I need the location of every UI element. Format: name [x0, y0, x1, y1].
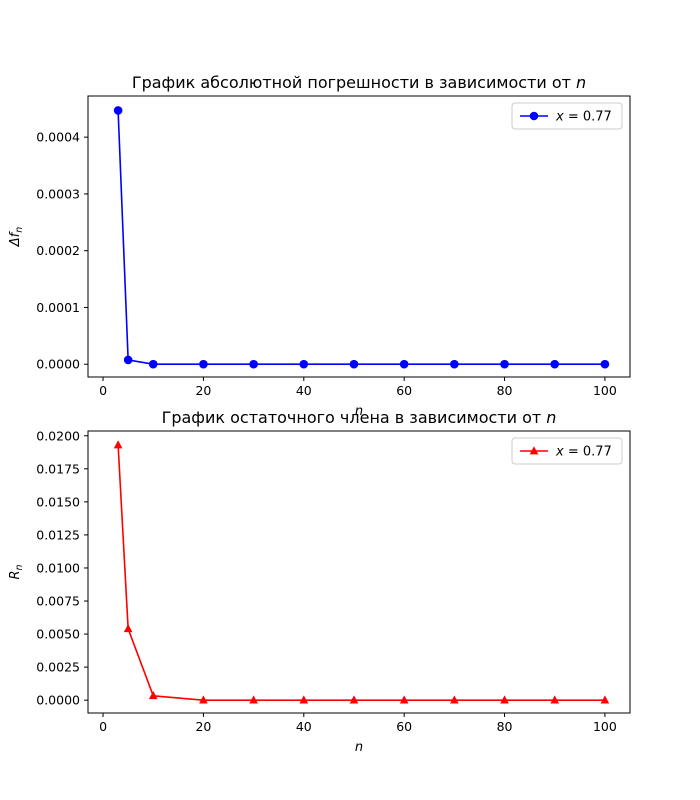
- x-tick-label: 100: [593, 719, 617, 734]
- chart-title: График абсолютной погрешности в зависимо…: [132, 73, 586, 92]
- plot-frame: [87, 95, 631, 378]
- y-tick-label: 0.0002: [36, 243, 80, 258]
- chart-1: График абсолютной погрешности в зависимо…: [8, 73, 631, 419]
- legend-label: x = 0.77: [555, 445, 612, 460]
- legend-box: [511, 437, 623, 465]
- x-axis-label: n: [355, 404, 363, 419]
- data-point: [113, 440, 123, 449]
- legend: x = 0.77: [511, 102, 623, 130]
- y-tick-label: 0.0025: [36, 660, 80, 675]
- x-tick-label: 80: [497, 383, 513, 398]
- y-tick-label: 0.0125: [36, 527, 80, 542]
- data-point: [550, 359, 560, 369]
- legend-marker: [529, 111, 539, 121]
- data-point: [399, 359, 409, 369]
- y-tick-label: 0.0000: [36, 357, 80, 372]
- y-tick-label: 0.0100: [36, 560, 80, 575]
- data-point: [450, 695, 459, 704]
- chart-title-variable: n: [546, 408, 556, 427]
- chart-title-variable: n: [576, 73, 586, 92]
- data-point: [123, 355, 133, 365]
- series-line: [117, 110, 605, 366]
- x-tick-label: 0: [99, 383, 107, 398]
- data-point: [600, 695, 610, 704]
- legend-box: [511, 102, 623, 130]
- chart-title-text: График абсолютной погрешности в зависимо…: [132, 73, 576, 92]
- data-point: [550, 695, 560, 704]
- data-point: [249, 695, 258, 704]
- y-tick-label: 0.0004: [36, 130, 80, 145]
- legend: x = 0.77: [511, 437, 623, 465]
- y-tick-label: 0.0200: [36, 428, 80, 443]
- data-point: [299, 695, 309, 704]
- x-tick-label: 0: [99, 719, 107, 734]
- data-point: [123, 623, 133, 633]
- plot-frame: [87, 430, 631, 714]
- x-tick-label: 40: [296, 719, 312, 734]
- y-tick-label: 0.0175: [36, 461, 80, 476]
- legend-label: x = 0.77: [555, 110, 612, 125]
- y-tick-label: 0.0150: [36, 494, 80, 509]
- x-tick-label: 20: [195, 383, 211, 398]
- x-axis-label: n: [355, 740, 363, 755]
- data-point: [199, 695, 208, 704]
- data-point: [349, 359, 359, 369]
- chart-2: График остаточного члена в зависимости о…: [8, 408, 631, 755]
- data-point: [349, 695, 359, 704]
- data-point: [199, 359, 208, 369]
- data-point: [299, 359, 309, 369]
- data-point: [249, 359, 258, 369]
- y-axis-label: Rn: [8, 564, 25, 579]
- data-point: [450, 359, 459, 369]
- x-tick-label: 100: [593, 383, 617, 398]
- data-point: [399, 695, 409, 704]
- x-tick-label: 80: [497, 719, 513, 734]
- data-point: [113, 106, 123, 115]
- data-point: [148, 691, 158, 700]
- chart-title-text: График остаточного члена в зависимости о…: [162, 408, 547, 427]
- y-tick-label: 0.0050: [36, 627, 80, 642]
- y-axis-label: Δfn: [8, 227, 25, 248]
- data-point: [500, 359, 509, 369]
- data-point: [148, 359, 158, 369]
- x-tick-label: 40: [296, 383, 312, 398]
- data-point: [600, 359, 610, 369]
- chart-title: График остаточного члена в зависимости о…: [162, 408, 557, 427]
- y-tick-label: 0.0001: [36, 300, 80, 315]
- x-tick-label: 20: [195, 719, 211, 734]
- y-tick-label: 0.0000: [36, 693, 80, 708]
- x-tick-label: 60: [396, 719, 412, 734]
- y-tick-label: 0.0003: [36, 186, 80, 201]
- legend-marker: [529, 446, 539, 455]
- series-line: [117, 444, 605, 701]
- y-tick-label: 0.0075: [36, 594, 80, 609]
- data-point: [500, 695, 509, 704]
- x-tick-label: 60: [396, 383, 412, 398]
